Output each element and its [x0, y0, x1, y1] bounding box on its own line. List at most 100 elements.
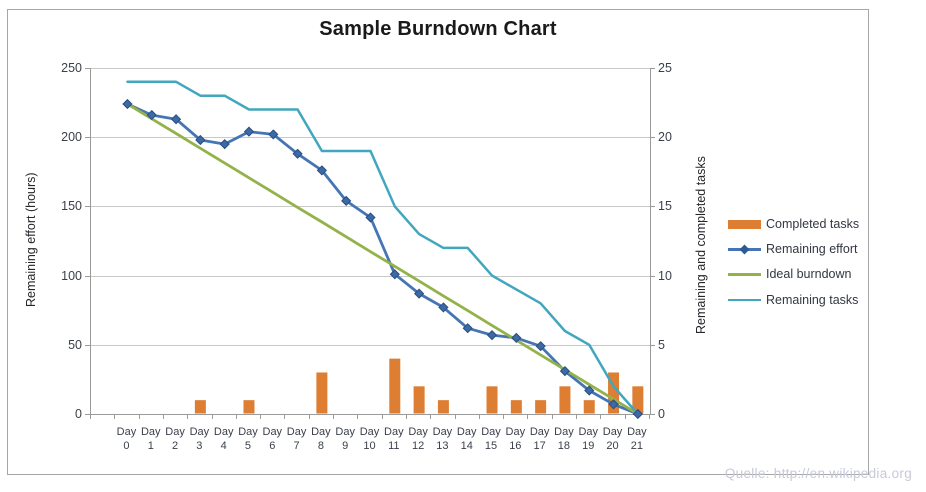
x-axis-day-label: Day 14 — [452, 426, 482, 453]
x-axis-day-label: Day 8 — [306, 426, 336, 453]
x-axis-tick — [381, 415, 383, 419]
h-gridline — [91, 137, 650, 139]
legend-line-swatch — [728, 298, 761, 302]
x-axis-day-word: Day — [578, 426, 599, 438]
left-axis-tick-label: 0 — [75, 407, 82, 421]
x-axis-tick — [235, 415, 237, 419]
legend-swatch — [728, 268, 761, 280]
remaining-effort-marker — [195, 134, 206, 146]
x-axis-tick — [624, 415, 626, 419]
legend-item-ideal-burndown: Ideal burndown — [728, 262, 859, 287]
x-axis-tick — [114, 415, 116, 419]
x-axis-day-label: Day 5 — [233, 426, 263, 453]
x-axis-day-word: Day — [165, 426, 185, 438]
x-axis-day-number: 12 — [411, 439, 425, 452]
x-axis-tick — [357, 415, 359, 419]
x-axis-day-number: 2 — [172, 439, 179, 452]
completed-tasks-bar — [194, 400, 206, 414]
x-axis-day-label: Day 1 — [136, 426, 166, 453]
x-axis-tick — [478, 415, 480, 419]
remaining-tasks-line — [126, 80, 640, 416]
chart-border-frame — [7, 9, 869, 475]
x-axis-day-word: Day — [432, 426, 453, 438]
remaining-effort-marker — [389, 269, 400, 280]
left-axis-tick — [85, 275, 90, 277]
x-axis-day-word: Day — [116, 426, 137, 438]
left-axis-tick-label: 150 — [61, 199, 82, 214]
chart-title: Sample Burndown Chart — [319, 18, 557, 40]
x-axis-day-label: Day 16 — [500, 426, 530, 453]
completed-tasks-bar — [389, 358, 401, 414]
completed-tasks-bar — [510, 400, 522, 414]
remaining-effort-marker — [584, 385, 595, 396]
x-axis-day-word: Day — [554, 426, 574, 438]
x-axis-day-number: 3 — [196, 439, 203, 452]
x-axis-day-label: Day 17 — [525, 426, 555, 453]
left-axis-tick-label: 100 — [61, 268, 82, 283]
remaining-effort-marker — [316, 165, 327, 176]
x-axis-day-number: 9 — [342, 439, 349, 452]
legend-swatch — [728, 218, 761, 230]
left-axis-tick — [85, 344, 90, 346]
completed-tasks-bar — [316, 372, 328, 414]
right-axis-tick — [650, 137, 655, 139]
x-axis-day-label: Day 3 — [184, 426, 214, 453]
right-axis-tick-label: 0 — [658, 407, 665, 421]
x-axis-day-number: 1 — [147, 439, 154, 452]
legend-label: Remaining tasks — [766, 292, 859, 307]
x-axis-day-word: Day — [359, 426, 380, 438]
right-axis-tick — [650, 206, 655, 208]
x-axis-day-label: Day 2 — [160, 426, 190, 453]
x-axis-day-number: 16 — [509, 439, 522, 452]
right-axis-tick-label: 10 — [658, 268, 672, 283]
x-axis-tick — [187, 415, 189, 419]
remaining-effort-marker — [632, 408, 643, 420]
x-axis-day-label: Day 7 — [282, 426, 312, 453]
h-gridline — [91, 275, 650, 277]
x-axis-day-number: 5 — [244, 439, 252, 452]
x-axis-day-number: 11 — [388, 439, 400, 452]
x-axis-day-word: Day — [481, 426, 501, 438]
completed-tasks-bar — [632, 386, 644, 414]
source-watermark: Quelle: http://en.wikipedia.org — [724, 466, 912, 481]
x-axis-day-label: Day 4 — [209, 426, 239, 453]
remaining-effort-marker — [122, 98, 133, 110]
x-axis-day-word: Day — [505, 426, 526, 438]
left-axis-title: Remaining effort (hours) — [24, 172, 38, 308]
x-axis-day-label: Day 19 — [573, 426, 603, 453]
x-axis-day-number: 21 — [630, 439, 643, 452]
h-gridline — [91, 68, 650, 69]
x-axis-day-label: Day 9 — [330, 426, 360, 453]
remaining-effort-marker — [511, 332, 522, 343]
x-axis-tick — [454, 415, 456, 419]
legend-line-swatch — [728, 273, 761, 276]
right-axis-tick-label: 15 — [658, 199, 672, 214]
left-axis-tick — [85, 137, 90, 139]
x-axis-day-number: 7 — [293, 439, 300, 452]
x-axis-day-word: Day — [335, 426, 355, 438]
remaining-effort-marker — [341, 195, 352, 206]
x-axis-day-number: 19 — [582, 439, 595, 452]
x-axis-day-number: 0 — [123, 439, 130, 452]
legend: Completed tasks Remaining effort Ideal bur… — [728, 211, 859, 313]
completed-tasks-bar — [608, 372, 620, 414]
completed-tasks-bar — [413, 386, 425, 414]
x-axis-tick — [430, 415, 432, 419]
x-axis-day-word: Day — [384, 426, 404, 438]
x-axis-day-word: Day — [262, 426, 283, 438]
x-axis-tick — [284, 415, 286, 419]
x-axis-day-number: 4 — [220, 439, 227, 452]
x-axis-tick — [649, 415, 650, 419]
x-axis-day-word: Day — [602, 426, 623, 438]
h-gridline — [91, 344, 650, 346]
x-axis-day-label: Day 0 — [111, 426, 141, 453]
x-axis-day-number: 14 — [460, 439, 473, 452]
legend-bar-swatch — [728, 219, 761, 229]
completed-tasks-bar — [583, 400, 595, 414]
x-axis-day-number: 20 — [606, 439, 619, 452]
right-axis-tick — [650, 414, 655, 415]
x-axis-tick — [90, 415, 91, 419]
x-axis-day-label: Day 15 — [476, 426, 506, 453]
x-axis-day-label: Day 11 — [379, 426, 409, 453]
x-axis-day-word: Day — [408, 426, 428, 438]
